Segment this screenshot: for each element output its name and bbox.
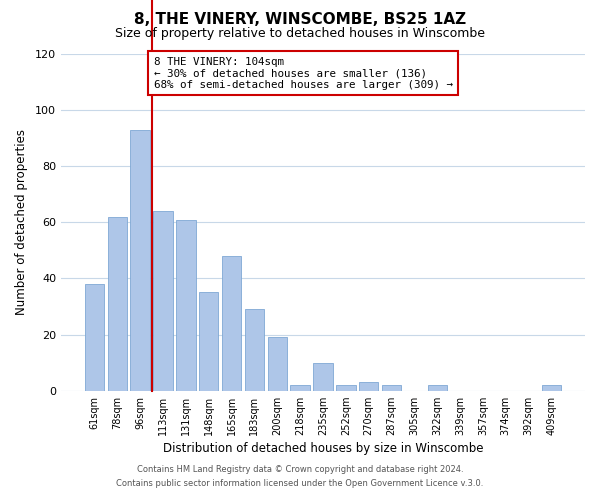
Bar (85, 284, 104, 391)
X-axis label: Distribution of detached houses by size in Winscombe: Distribution of detached houses by size … (163, 442, 483, 455)
Bar (222, 256, 241, 390)
Text: Size of property relative to detached houses in Winscombe: Size of property relative to detached ho… (115, 28, 485, 40)
Bar (336, 385, 356, 390)
Bar (428, 385, 447, 390)
Bar (542, 385, 561, 390)
Bar (154, 211, 173, 390)
Bar (107, 216, 127, 390)
Bar (176, 220, 196, 390)
Bar (313, 362, 332, 390)
Text: 8, THE VINERY, WINSCOMBE, BS25 1AZ: 8, THE VINERY, WINSCOMBE, BS25 1AZ (134, 12, 466, 28)
Text: Contains HM Land Registry data © Crown copyright and database right 2024.
Contai: Contains HM Land Registry data © Crown c… (116, 466, 484, 487)
Bar (199, 292, 218, 390)
Bar (245, 310, 264, 390)
Bar (130, 130, 150, 390)
Y-axis label: Number of detached properties: Number of detached properties (15, 130, 28, 316)
Bar (382, 385, 401, 390)
Bar (290, 385, 310, 390)
Bar (268, 338, 287, 390)
Bar (359, 382, 379, 390)
Text: 8 THE VINERY: 104sqm
← 30% of detached houses are smaller (136)
68% of semi-deta: 8 THE VINERY: 104sqm ← 30% of detached h… (154, 57, 453, 90)
